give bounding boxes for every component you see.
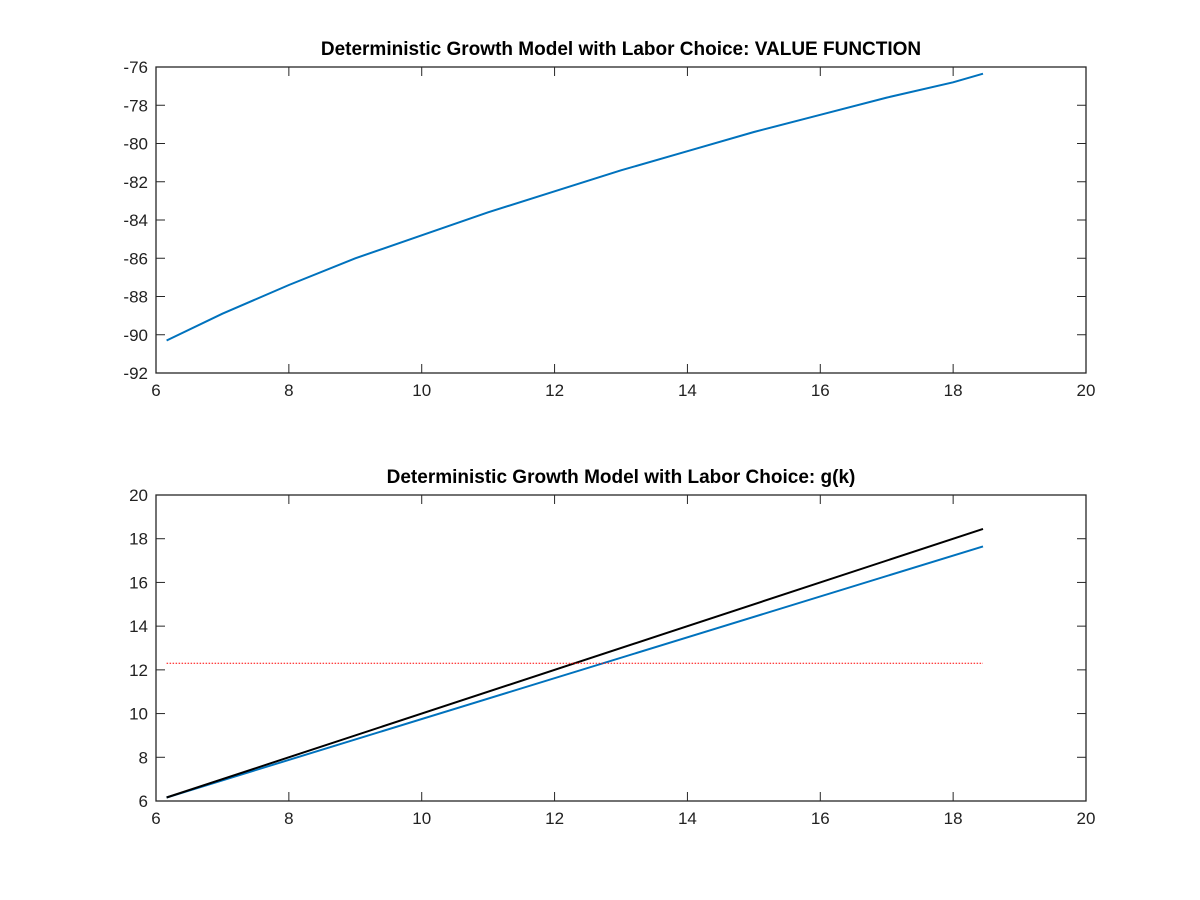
- x-tick-label: 14: [678, 809, 697, 828]
- y-tick-label: -92: [123, 364, 148, 383]
- value-function-subplot: Deterministic Growth Model with Labor Ch…: [123, 39, 1095, 400]
- y-tick-label: -84: [123, 211, 148, 230]
- y-tick-label: 18: [129, 530, 148, 549]
- y-tick-label: 10: [129, 705, 148, 724]
- chart-title: Deterministic Growth Model with Labor Ch…: [387, 467, 856, 488]
- y-tick-label: 20: [129, 486, 148, 505]
- x-tick-label: 18: [944, 381, 963, 400]
- x-tick-label: 6: [151, 381, 160, 400]
- y-tick-label: 16: [129, 573, 148, 592]
- axes-frame: [155, 494, 1087, 802]
- x-tick-label: 20: [1077, 809, 1096, 828]
- x-tick-label: 16: [811, 809, 830, 828]
- y-tick-label: 14: [129, 617, 148, 636]
- series-line-0: [166, 545, 984, 799]
- x-tick-label: 8: [284, 381, 293, 400]
- x-tick-label: 10: [412, 381, 431, 400]
- y-tick-label: 6: [139, 792, 148, 811]
- y-tick-label: -86: [123, 249, 148, 268]
- y-tick-label: -80: [123, 135, 148, 154]
- y-tick-label: 8: [139, 748, 148, 767]
- y-tick-label: -82: [123, 173, 148, 192]
- chart-title: Deterministic Growth Model with Labor Ch…: [321, 39, 921, 60]
- x-tick-label: 12: [545, 809, 564, 828]
- x-tick-label: 18: [944, 809, 963, 828]
- y-tick-label: -88: [123, 288, 148, 307]
- x-tick-label: 8: [284, 809, 293, 828]
- x-tick-label: 14: [678, 381, 697, 400]
- x-tick-label: 20: [1077, 381, 1096, 400]
- y-tick-label: -76: [123, 58, 148, 77]
- x-tick-label: 16: [811, 381, 830, 400]
- plot-area: [156, 67, 1086, 373]
- y-tick-label: 12: [129, 661, 148, 680]
- policy-function-subplot: Deterministic Growth Model with Labor Ch…: [129, 467, 1095, 828]
- y-tick-label: -90: [123, 326, 148, 345]
- x-tick-label: 6: [151, 809, 160, 828]
- series-line-0: [166, 72, 984, 342]
- y-tick-label: -78: [123, 96, 148, 115]
- x-tick-label: 12: [545, 381, 564, 400]
- x-tick-label: 10: [412, 809, 431, 828]
